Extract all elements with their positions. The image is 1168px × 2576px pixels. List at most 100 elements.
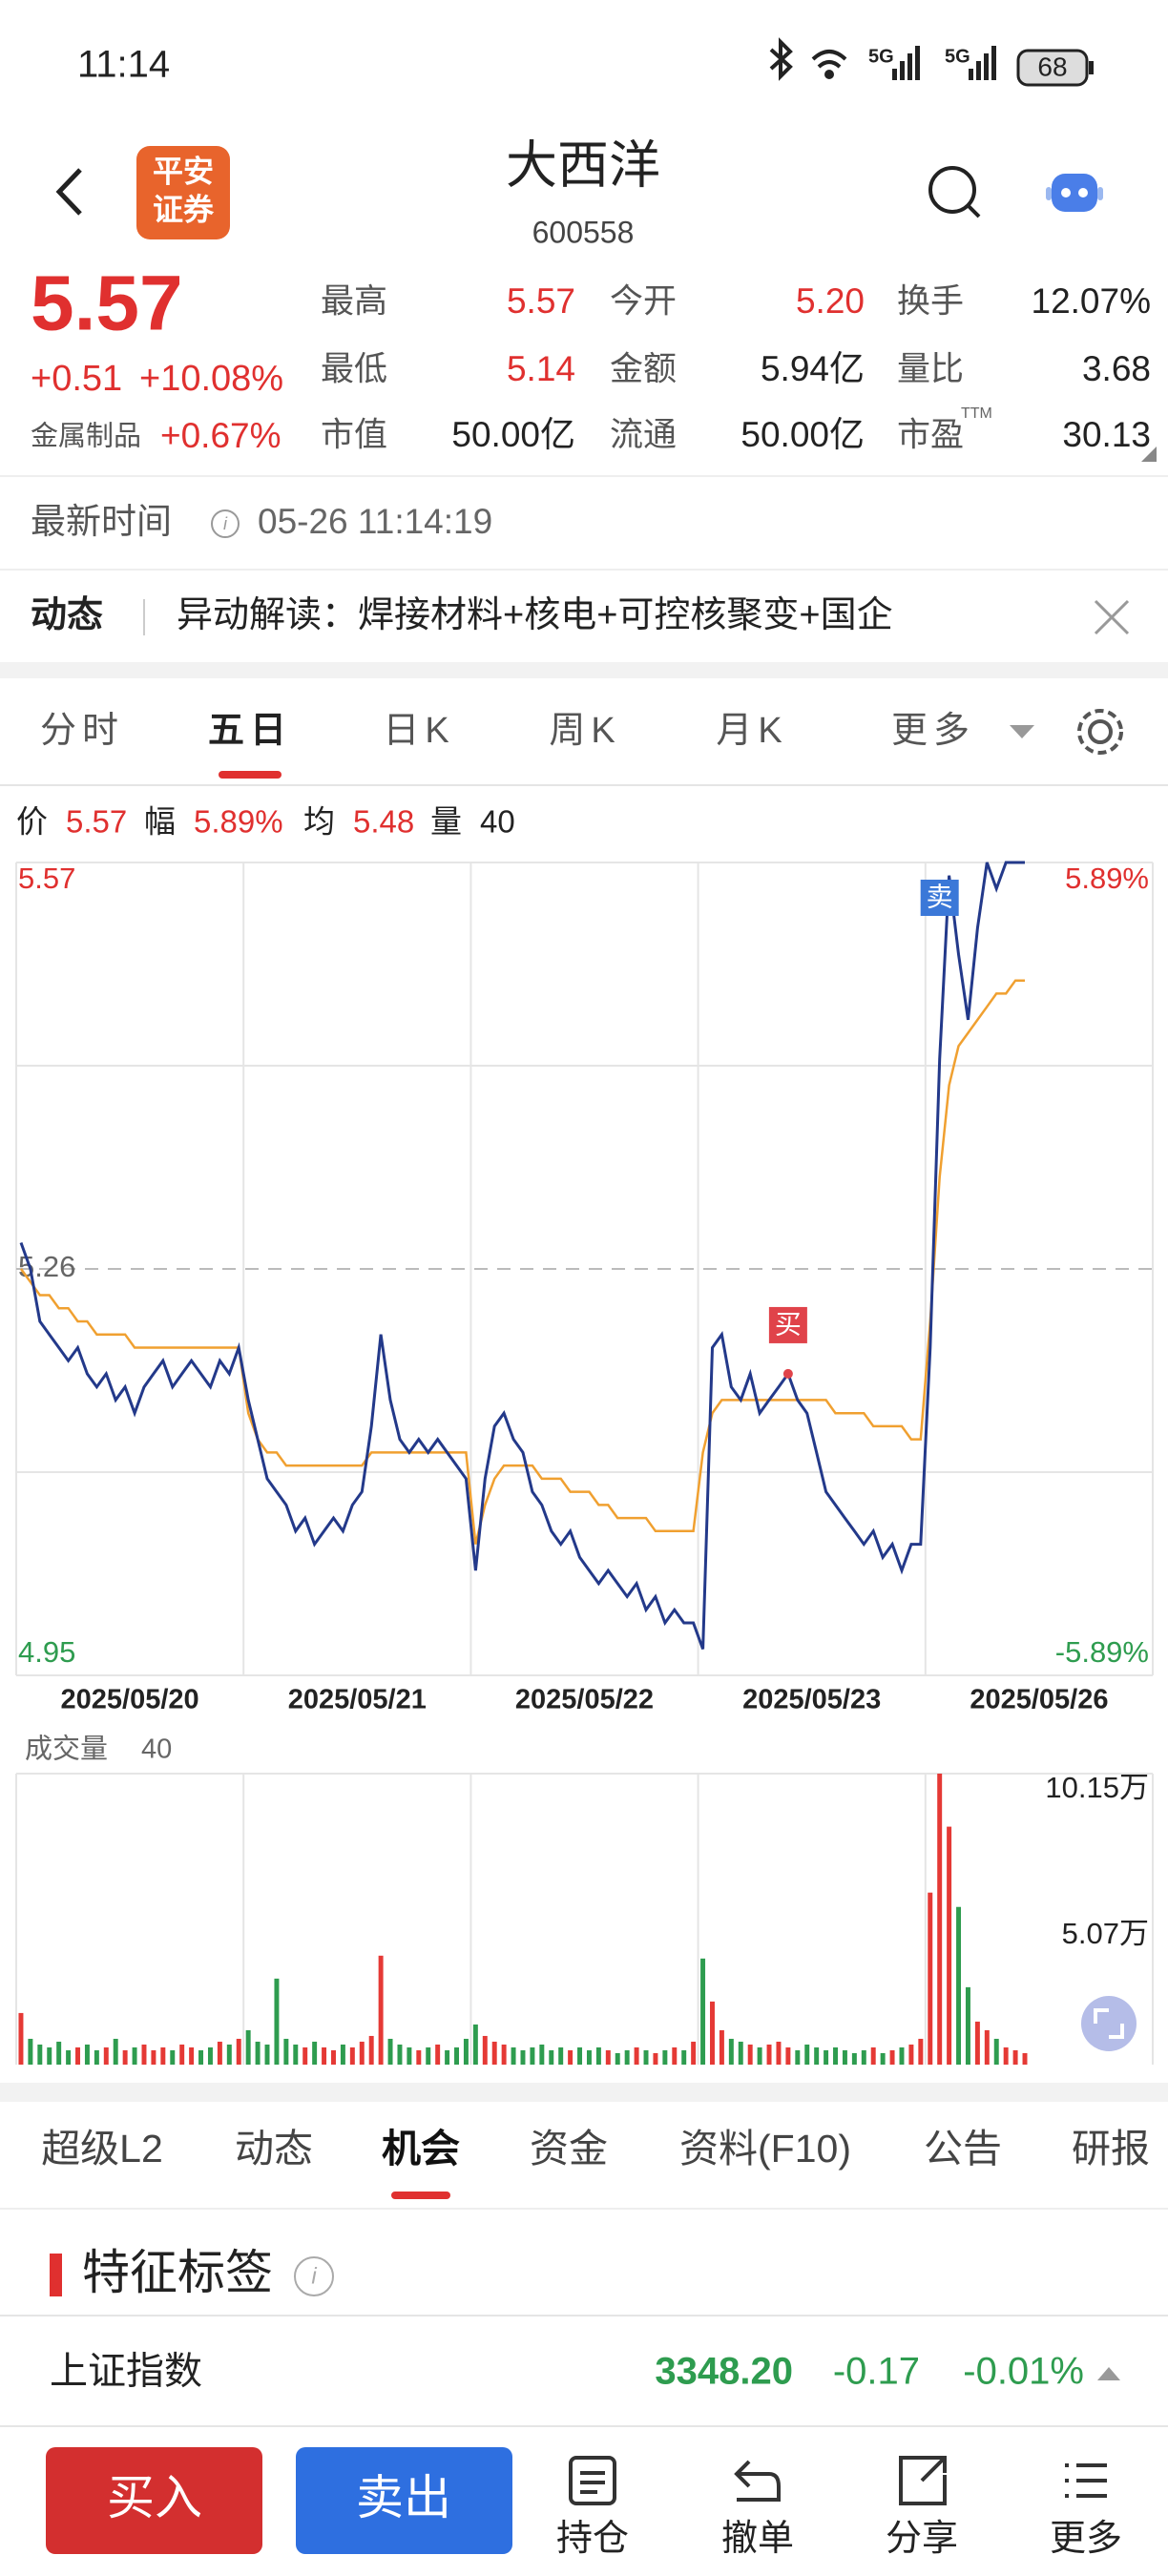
stat-label: 量比 <box>897 350 964 387</box>
info-icon[interactable] <box>211 509 240 538</box>
volume-bar <box>397 2044 403 2065</box>
y2-tick-label: -5.89% <box>1055 1635 1149 1669</box>
volume-bar <box>928 1892 933 2065</box>
trade-marker <box>768 1306 807 1343</box>
news-text[interactable]: 异动解读：焊接材料+核电+可控核聚变+国企 <box>177 595 893 635</box>
buy-label: 买入 <box>107 2471 202 2524</box>
detail-tab[interactable]: 机会 <box>382 2127 460 2171</box>
volume-bar <box>302 2046 308 2065</box>
volume-bar <box>141 2044 147 2065</box>
info-label: 幅 <box>144 804 176 840</box>
trade-marker <box>920 880 959 916</box>
assistant-button[interactable] <box>1046 174 1103 212</box>
x-tick-label: 2025/05/20 <box>61 1685 199 1715</box>
chart-tab[interactable]: 分时 <box>40 711 124 751</box>
fullscreen-button[interactable] <box>1081 1996 1137 2051</box>
info-value: 5.89% <box>194 804 283 840</box>
back-button[interactable] <box>55 168 82 216</box>
average-line <box>19 979 1025 1545</box>
update-label: 最新时间 <box>31 502 172 541</box>
section-bar <box>50 2254 62 2296</box>
volume-bar <box>918 2038 924 2065</box>
detail-tab[interactable]: 资料(F10) <box>679 2127 851 2171</box>
chart-tab[interactable]: 五日 <box>208 711 292 751</box>
action-label[interactable]: 撤单 <box>721 2519 794 2559</box>
stat-value: 3.68 <box>1082 349 1151 388</box>
info-value: 5.48 <box>353 804 414 840</box>
volume-bar <box>870 2046 876 2065</box>
volume-bar <box>795 2049 801 2065</box>
volume-bar <box>615 2052 620 2065</box>
volume-bar <box>577 2046 583 2065</box>
action-label[interactable]: 分享 <box>886 2519 958 2559</box>
battery-tip <box>1089 61 1094 74</box>
volume-bar <box>94 2049 99 2065</box>
volume-bar <box>880 2052 886 2065</box>
volume-bar <box>511 2046 516 2065</box>
detail-tab[interactable]: 动态 <box>235 2127 313 2171</box>
volume-bar <box>407 2046 412 2065</box>
volume-bar <box>463 2038 469 2065</box>
volume-bar <box>776 2041 782 2065</box>
tab-indicator <box>391 2192 450 2199</box>
chart-info: 价 5.57 幅 5.89% 均 5.48 量 40 <box>16 804 515 840</box>
volume-tick-label: 10.15万 <box>1045 1771 1149 1804</box>
settings-button[interactable] <box>1077 709 1123 755</box>
volume-bar <box>378 1955 384 2065</box>
expand-corner[interactable] <box>1141 447 1157 462</box>
volume-bar <box>889 2049 895 2065</box>
network-label: 5G <box>868 46 894 67</box>
tab-indicator <box>219 771 282 779</box>
volume-bar <box>28 2038 33 2065</box>
volume-bar <box>908 2044 914 2065</box>
volume-bar <box>851 2052 857 2065</box>
detail-tab[interactable]: 超级L2 <box>41 2127 163 2171</box>
price-line <box>19 861 1025 1651</box>
info-icon[interactable] <box>294 2256 334 2296</box>
buy-button[interactable] <box>46 2447 262 2554</box>
volume-bar <box>349 2046 355 2065</box>
detail-tab[interactable]: 研报 <box>1072 2127 1150 2171</box>
stat-label: 流通 <box>610 416 677 453</box>
volume-bar <box>549 2049 554 2065</box>
stat-label: 今开 <box>610 282 677 320</box>
detail-tab[interactable]: 资金 <box>530 2127 608 2171</box>
detail-tabs: 超级L2 动态 机会 资金 资料(F10) 公告 研报 <box>41 2127 1150 2199</box>
detail-tab[interactable]: 公告 <box>924 2127 1002 2171</box>
volume-bar <box>132 2046 137 2065</box>
volume-bar <box>189 2046 195 2065</box>
chart-tab[interactable]: 日K <box>383 711 454 751</box>
chart-tab[interactable]: 更多 <box>891 711 975 751</box>
volume-bar <box>595 2046 601 2065</box>
volume-chart: 5.07万 10.15万 <box>15 1771 1154 2065</box>
close-button[interactable] <box>1094 599 1130 635</box>
sector-change: +0.67% <box>160 416 282 455</box>
volume-bar <box>568 2049 574 2065</box>
volume-bar <box>245 2029 251 2065</box>
volume-bar <box>198 2049 204 2065</box>
volume-bar <box>37 2044 43 2065</box>
chart-tab[interactable]: 月K <box>716 711 787 751</box>
search-button[interactable] <box>928 166 981 218</box>
status-time: 11:14 <box>77 44 170 86</box>
volume-bar <box>113 2038 118 2065</box>
info-icon-glyph: i <box>223 514 228 533</box>
info-label: 价 <box>16 804 48 840</box>
gap <box>0 2083 1168 2102</box>
action-label[interactable]: 更多 <box>1050 2519 1122 2559</box>
volume-bar <box>558 2046 564 2065</box>
volume-bar <box>937 1774 943 2065</box>
stat-value: 5.57 <box>507 281 575 321</box>
info-label: 量 <box>430 804 462 840</box>
action-label[interactable]: 持仓 <box>556 2519 629 2559</box>
volume-bar <box>207 2046 213 2065</box>
volume-bar <box>747 2044 753 2065</box>
volume-bar <box>710 2001 715 2065</box>
volume-bar <box>899 2046 905 2065</box>
volume-bar <box>719 2029 724 2065</box>
stock-code: 600558 <box>532 215 635 249</box>
index-caret[interactable] <box>1097 2367 1120 2380</box>
sell-button[interactable] <box>296 2447 512 2554</box>
chart-tab[interactable]: 周K <box>549 711 620 751</box>
